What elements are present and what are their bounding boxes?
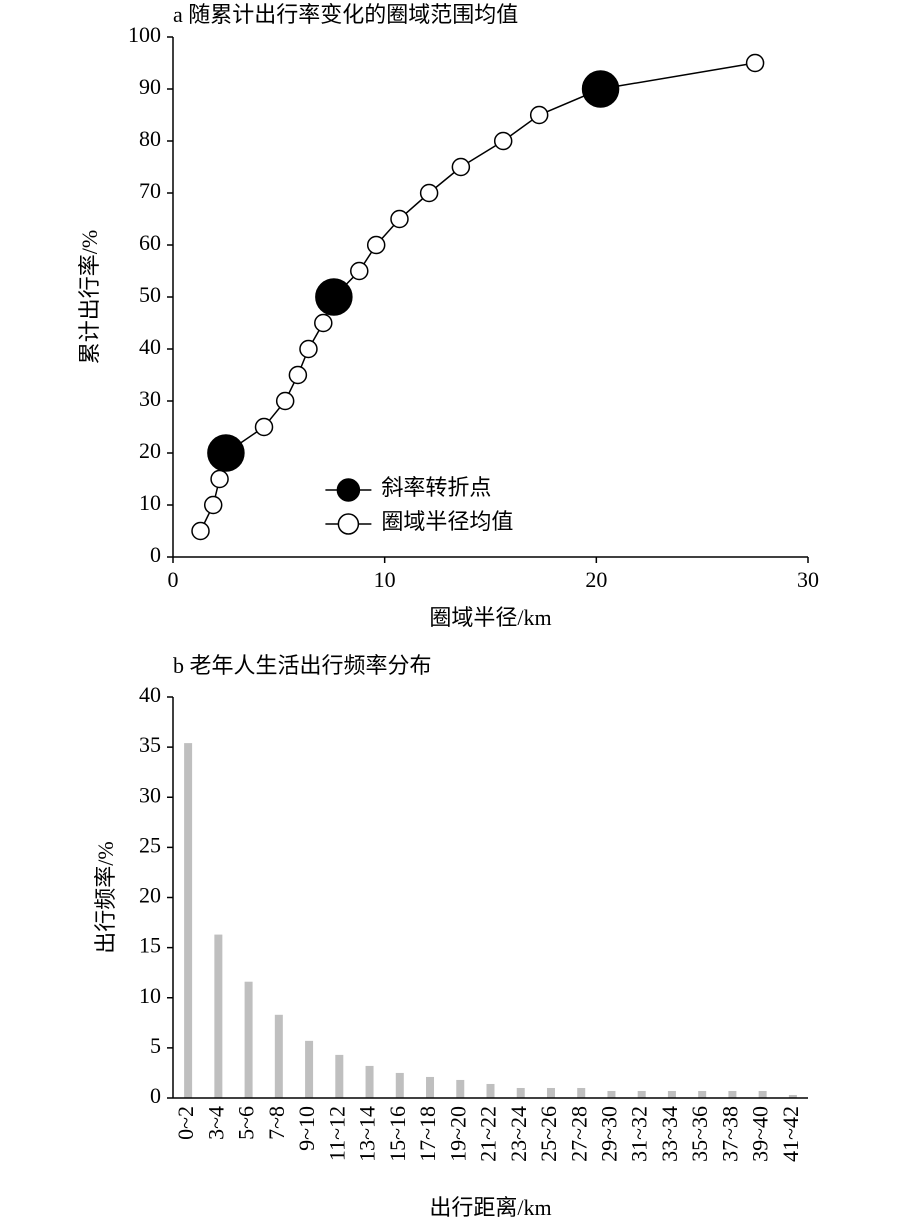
point-marker — [275, 391, 295, 411]
x-tick-label: 25~26 — [536, 1106, 561, 1162]
bar — [758, 1090, 767, 1098]
bar — [667, 1090, 676, 1098]
bar — [335, 1054, 344, 1098]
x-tick-label: 39~40 — [748, 1106, 773, 1162]
x-tick-label: 19~20 — [445, 1106, 470, 1162]
legend-label: 圈域半径均值 — [381, 509, 513, 534]
bar — [305, 1040, 314, 1098]
y-axis-label: 累计出行率/% — [77, 230, 102, 364]
point-marker — [203, 495, 223, 515]
bar — [214, 934, 223, 1098]
x-tick-label: 23~24 — [506, 1106, 531, 1162]
bar — [426, 1076, 435, 1098]
x-tick-label: 17~18 — [415, 1106, 440, 1162]
y-tick-label: 0 — [150, 1083, 161, 1108]
point-marker — [529, 105, 549, 125]
legend-marker — [336, 478, 361, 502]
x-tick-label: 37~38 — [717, 1106, 742, 1162]
chart-title: b 老年人生活出行频率分布 — [173, 653, 432, 678]
bar — [546, 1087, 555, 1098]
y-tick-label: 30 — [139, 386, 161, 411]
point-marker — [314, 313, 333, 333]
bar — [607, 1090, 616, 1098]
y-tick-label: 50 — [139, 282, 161, 307]
x-tick-label: 0 — [168, 567, 179, 592]
point-marker — [366, 235, 386, 255]
x-tick-label: 21~22 — [476, 1106, 501, 1162]
x-tick-label: 15~16 — [385, 1106, 410, 1162]
point-marker — [299, 339, 318, 359]
point-marker — [419, 183, 439, 203]
bar — [486, 1083, 495, 1098]
y-tick-label: 70 — [139, 178, 161, 203]
bar — [244, 981, 253, 1098]
point-marker — [288, 365, 308, 385]
y-tick-label: 80 — [139, 126, 161, 151]
bar — [184, 743, 193, 1098]
legend-marker — [337, 513, 360, 535]
point-marker — [451, 157, 471, 177]
y-tick-label: 30 — [139, 782, 161, 807]
x-tick-label: 30 — [797, 567, 819, 592]
bar — [728, 1090, 737, 1098]
bar — [788, 1094, 797, 1098]
y-axis-label: 出行频率/% — [93, 841, 118, 953]
bar — [637, 1090, 646, 1098]
x-tick-label: 5~6 — [234, 1106, 259, 1140]
y-tick-label: 35 — [139, 732, 161, 757]
point-marker — [191, 521, 210, 541]
chart-title: a 随累计出行率变化的圈域范围均值 — [173, 2, 518, 27]
x-tick-label: 20 — [585, 567, 607, 592]
y-tick-label: 90 — [139, 74, 161, 99]
y-tick-label: 25 — [139, 832, 161, 857]
y-tick-label: 10 — [139, 983, 161, 1008]
x-tick-label: 27~28 — [566, 1106, 591, 1162]
bar — [365, 1065, 374, 1098]
x-tick-label: 7~8 — [264, 1106, 289, 1140]
x-tick-label: 0~2 — [173, 1106, 198, 1140]
x-axis-label: 圈域半径/km — [429, 605, 551, 630]
x-tick-label: 10 — [374, 567, 396, 592]
point-marker — [493, 131, 513, 151]
series-line — [199, 62, 756, 532]
x-tick-label: 41~42 — [778, 1106, 803, 1162]
point-marker — [350, 261, 369, 281]
y-tick-label: 15 — [139, 933, 161, 958]
turning-point — [315, 278, 353, 316]
y-tick-label: 20 — [139, 883, 161, 908]
bar — [698, 1090, 707, 1098]
point-marker — [254, 417, 274, 437]
y-tick-label: 40 — [139, 682, 161, 707]
legend-label: 斜率转折点 — [381, 475, 491, 500]
y-tick-label: 60 — [139, 230, 161, 255]
x-tick-label: 29~30 — [596, 1106, 621, 1162]
x-tick-label: 9~10 — [294, 1106, 319, 1151]
bar — [274, 1014, 283, 1098]
bar — [516, 1087, 525, 1098]
turning-point — [207, 434, 245, 472]
y-tick-label: 10 — [139, 490, 161, 515]
y-tick-label: 20 — [139, 438, 161, 463]
x-axis-label: 出行距离/km — [429, 1195, 551, 1220]
x-tick-label: 35~36 — [687, 1106, 712, 1162]
bar — [456, 1079, 465, 1098]
bar — [577, 1087, 586, 1098]
point-marker — [390, 209, 409, 229]
point-marker — [210, 469, 229, 489]
y-tick-label: 40 — [139, 334, 161, 359]
y-tick-label: 100 — [128, 22, 161, 47]
y-tick-label: 0 — [150, 542, 161, 567]
x-tick-label: 31~32 — [627, 1106, 652, 1162]
point-marker — [745, 53, 765, 73]
turning-point — [581, 70, 620, 108]
x-tick-label: 13~14 — [355, 1106, 380, 1162]
y-tick-label: 5 — [150, 1033, 161, 1058]
bar — [395, 1072, 404, 1098]
x-tick-label: 33~34 — [657, 1106, 682, 1162]
x-tick-label: 11~12 — [324, 1106, 349, 1161]
x-tick-label: 3~4 — [203, 1106, 228, 1140]
